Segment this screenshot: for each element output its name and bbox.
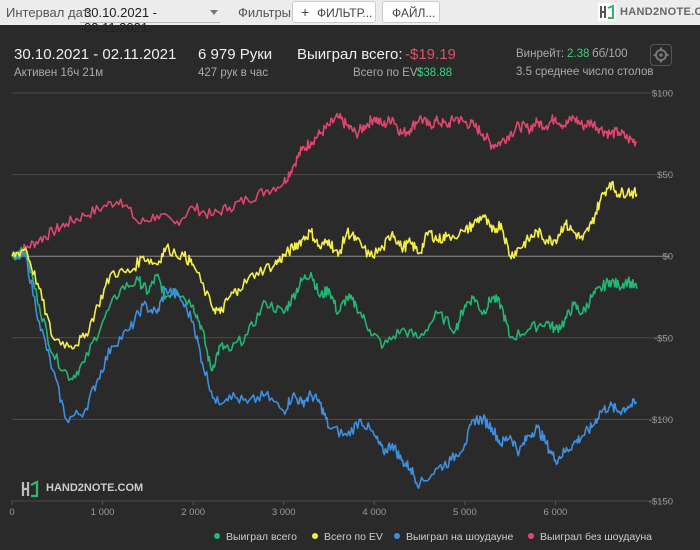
y-tick-label: $100 [652,89,673,100]
legend-dot [312,533,318,540]
legend-dot [214,533,220,540]
stats-tables: 3.5 среднее число столов [516,66,654,78]
date-range-select[interactable]: 30.10.2021 - 03.11.2021 [80,2,220,35]
legend-dot [528,533,534,540]
hand2note-watermark-icon [21,480,39,498]
legend-item-ev[interactable]: Всего по EV [312,531,383,543]
legend-item-won-total[interactable]: Выиграл всего [214,531,297,543]
stats-hands-per-hour: 427 рук в час [198,67,269,79]
stats-header: 30.10.2021 - 02.11.2021 Активен 16ч 21м … [0,36,700,86]
legend-label: Выиграл на шоудауне [406,531,514,543]
chart-watermark: HAND2NOTE.COM [20,479,143,504]
legend-label: Всего по EV [324,531,383,543]
x-tick-label: 4 000 [362,507,386,518]
stats-won-label: Выиграл всего: [297,46,403,63]
hand2note-icon [598,3,616,21]
stats-winrate-unit: бб/100 [592,48,628,60]
x-tick-label: 2 000 [181,507,205,518]
x-tick-label: 3 000 [272,507,296,518]
y-tick-label: -$50 [654,333,673,344]
filters-label: Фильтры: [238,5,295,20]
file-button-label: ФАЙЛ... [392,6,436,20]
plus-icon: + [301,4,310,20]
chevron-down-icon [210,10,218,15]
x-tick-label: 1 000 [91,507,115,518]
stats-active: Активен 16ч 21м [14,67,104,79]
legend-label: Выиграл всего [226,531,297,543]
stats-ev-value: $38.88 [417,67,453,79]
stats-winrate-label: Винрейт: [516,48,565,60]
settings-button[interactable] [650,44,672,66]
filter-button[interactable]: + ФИЛЬТР... [292,1,376,23]
toolbar: Интервал дат: 30.10.2021 - 03.11.2021 Фи… [0,0,700,35]
x-tick-label: 6 000 [544,507,568,518]
date-range-label: Интервал дат: [6,5,93,20]
series-line-1 [11,180,638,350]
filter-button-label: ФИЛЬТР... [317,6,373,20]
y-tick-label: -$100 [649,415,673,426]
date-range-value: 30.10.2021 - 03.11.2021 [84,5,158,35]
legend-label: Выиграл без шоудауна [540,531,652,543]
series-line-0 [11,246,638,381]
y-tick-label: $0 [662,252,673,263]
logo-text: HAND2NOTE.COM [620,6,700,18]
y-tick-label: -$150 [649,497,673,508]
watermark-text: HAND2NOTE.COM [46,482,144,494]
gear-icon [653,47,669,63]
stats-winrate-value: 2.38 [567,48,590,60]
stats-won-value: -$19.19 [405,46,456,63]
stats-hands: 6 979 Руки [198,46,273,63]
stats-range: 30.10.2021 - 02.11.2021 [14,46,177,63]
x-tick-label: 5 000 [453,507,477,518]
series-line-2 [11,249,638,489]
x-tick-label: 0 [9,507,14,518]
stats-ev-label: Всего по EV: [353,67,421,79]
file-button[interactable]: ФАЙЛ... [382,1,440,23]
legend-item-showdown[interactable]: Выиграл на шоудауне [394,531,513,543]
legend-dot [394,533,400,540]
legend-item-non-showdown[interactable]: Выиграл без шоудауна [528,531,652,543]
series-line-3 [11,112,638,259]
y-tick-label: $50 [657,170,673,181]
